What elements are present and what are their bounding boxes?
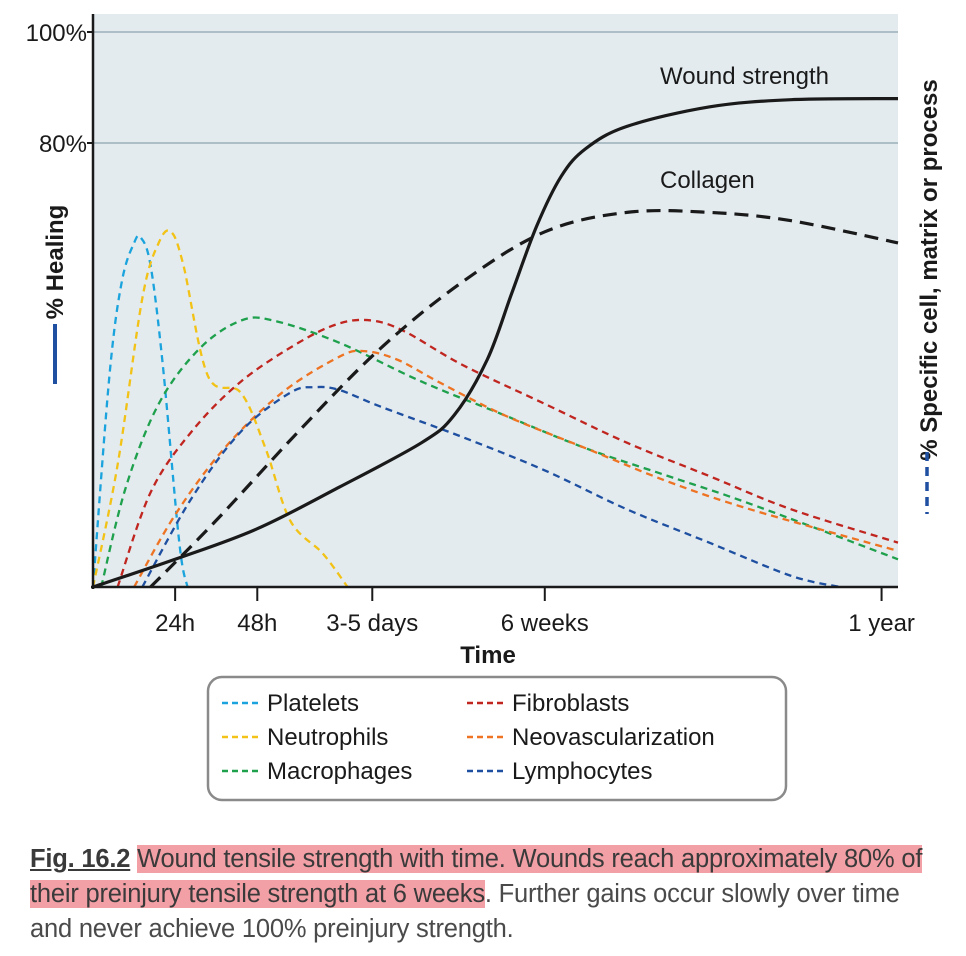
axes [91,14,898,589]
y-tick-label: 80% [39,131,87,158]
legend-label-macrophages: Macrophages [267,758,412,785]
grid [93,31,898,144]
legend-label-fibroblasts: Fibroblasts [512,690,629,717]
series-collagen [149,208,899,589]
y-axis-left-title: % Healing [42,205,69,320]
x-tick-label: 3-5 days [326,610,418,637]
plot-area [93,14,898,587]
series-neutrophils [91,229,349,588]
chart: 100%80%24h 48h 3-5 days 6 weeks 1 year Time … [26,14,943,802]
series-lymphocytes [141,385,841,589]
collagen-label: Collagen [660,167,755,194]
figure-caption: Fig. 16.2 Wound tensile strength with ti… [30,842,942,947]
x-tick-label: 24h [155,610,195,637]
legend-label-neovascularization: Neovascularization [512,724,715,751]
legend-label-neutrophils: Neutrophils [267,724,388,751]
series-wound-strength [92,97,899,589]
legend-box [206,675,788,802]
caption-rest: . Further gains occur slowly over time a… [30,880,900,943]
caption-highlight-1: Wound tensile strength with time. Wounds… [137,845,923,873]
legend: Platelets Neutrophils Macrophages Fibroblas… [222,690,715,785]
series-layer [91,97,899,589]
x-axis-title: Time [460,642,516,669]
y-tick-label: 100% [26,20,87,47]
legend-label-lymphocytes: Lymphocytes [512,758,653,785]
x-tick-label: 1 year [848,610,915,637]
wound-strength-label: Wound strength [660,63,829,90]
tick-layer: 100% 80% 24h 48h 3-5 days 6 weeks 1 year [26,20,915,637]
y-axis-right-title: % Specific cell, matrix or process [916,79,943,461]
x-tick-label: 6 weeks [501,610,589,637]
figure-label: Fig. 16.2 [30,845,131,873]
series-platelets [91,234,189,588]
caption-highlight-2: their preinjury tensile strength at 6 we… [30,880,485,908]
legend-label-platelets: Platelets [267,690,359,717]
x-tick-label: 48h [237,610,277,637]
